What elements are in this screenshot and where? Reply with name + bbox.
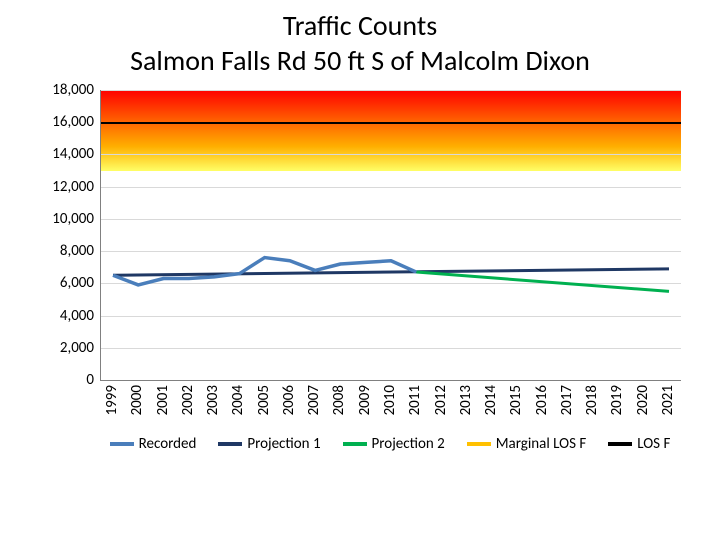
legend: Recorded Projection 1 Projection 2 Marginal… xyxy=(100,435,680,453)
x-axis-label: 1999 xyxy=(103,385,121,415)
x-axis-label: 2014 xyxy=(482,385,500,415)
x-axis-label: 2013 xyxy=(457,385,475,415)
x-axis-label: 2011 xyxy=(406,385,424,415)
chart-area: Recorded Projection 1 Projection 2 Marginal… xyxy=(40,85,680,505)
title-line-1: Traffic Counts xyxy=(0,8,720,43)
y-axis-label: 12,000 xyxy=(40,178,94,196)
x-axis-label: 2018 xyxy=(583,385,601,415)
x-axis-label: 2000 xyxy=(128,385,146,415)
x-axis-label: 2012 xyxy=(432,385,450,415)
x-axis-label: 2008 xyxy=(330,385,348,415)
y-axis-label: 2,000 xyxy=(40,339,94,357)
legend-swatch xyxy=(467,442,491,446)
y-axis-label: 10,000 xyxy=(40,210,94,228)
legend-item: Projection 2 xyxy=(343,435,445,453)
series-svg xyxy=(101,90,681,380)
x-axis-label: 2020 xyxy=(634,385,652,415)
x-axis-label: 2001 xyxy=(154,385,172,415)
legend-label: Projection 2 xyxy=(372,435,445,453)
series-projection1 xyxy=(113,269,669,275)
legend-item: Projection 1 xyxy=(218,435,320,453)
legend-swatch xyxy=(343,442,367,446)
title-line-2: Salmon Falls Rd 50 ft S of Malcolm Dixon xyxy=(0,43,720,78)
y-axis-label: 6,000 xyxy=(40,274,94,292)
legend-swatch xyxy=(218,442,242,446)
x-axis-label: 2019 xyxy=(608,385,626,415)
y-axis-label: 16,000 xyxy=(40,113,94,131)
legend-item: Recorded xyxy=(110,435,197,453)
plot-area xyxy=(100,90,681,381)
legend-item: Marginal LOS F xyxy=(467,435,587,453)
x-axis-label: 2003 xyxy=(204,385,222,415)
y-axis-label: 0 xyxy=(40,371,94,389)
legend-label: LOS F xyxy=(637,435,670,453)
legend-swatch xyxy=(608,442,632,446)
x-axis-label: 2017 xyxy=(558,385,576,415)
x-axis-label: 2006 xyxy=(280,385,298,415)
x-axis-label: 2009 xyxy=(356,385,374,415)
series-projection2 xyxy=(416,272,669,291)
x-axis-label: 2007 xyxy=(305,385,323,415)
y-axis-label: 4,000 xyxy=(40,307,94,325)
legend-label: Marginal LOS F xyxy=(496,435,587,453)
x-axis-label: 2015 xyxy=(507,385,525,415)
x-axis-label: 2002 xyxy=(179,385,197,415)
y-axis-label: 14,000 xyxy=(40,145,94,163)
legend-swatch xyxy=(110,442,134,446)
x-axis-label: 2016 xyxy=(533,385,551,415)
x-axis-label: 2010 xyxy=(381,385,399,415)
x-axis-label: 2021 xyxy=(659,385,677,415)
x-axis-label: 2004 xyxy=(229,385,247,415)
y-axis-label: 18,000 xyxy=(40,81,94,99)
legend-item: LOS F xyxy=(608,435,670,453)
chart-title-block: Traffic Counts Salmon Falls Rd 50 ft S o… xyxy=(0,0,720,78)
legend-label: Projection 1 xyxy=(247,435,320,453)
x-axis-label: 2005 xyxy=(255,385,273,415)
legend-label: Recorded xyxy=(139,435,197,453)
y-axis-label: 8,000 xyxy=(40,242,94,260)
